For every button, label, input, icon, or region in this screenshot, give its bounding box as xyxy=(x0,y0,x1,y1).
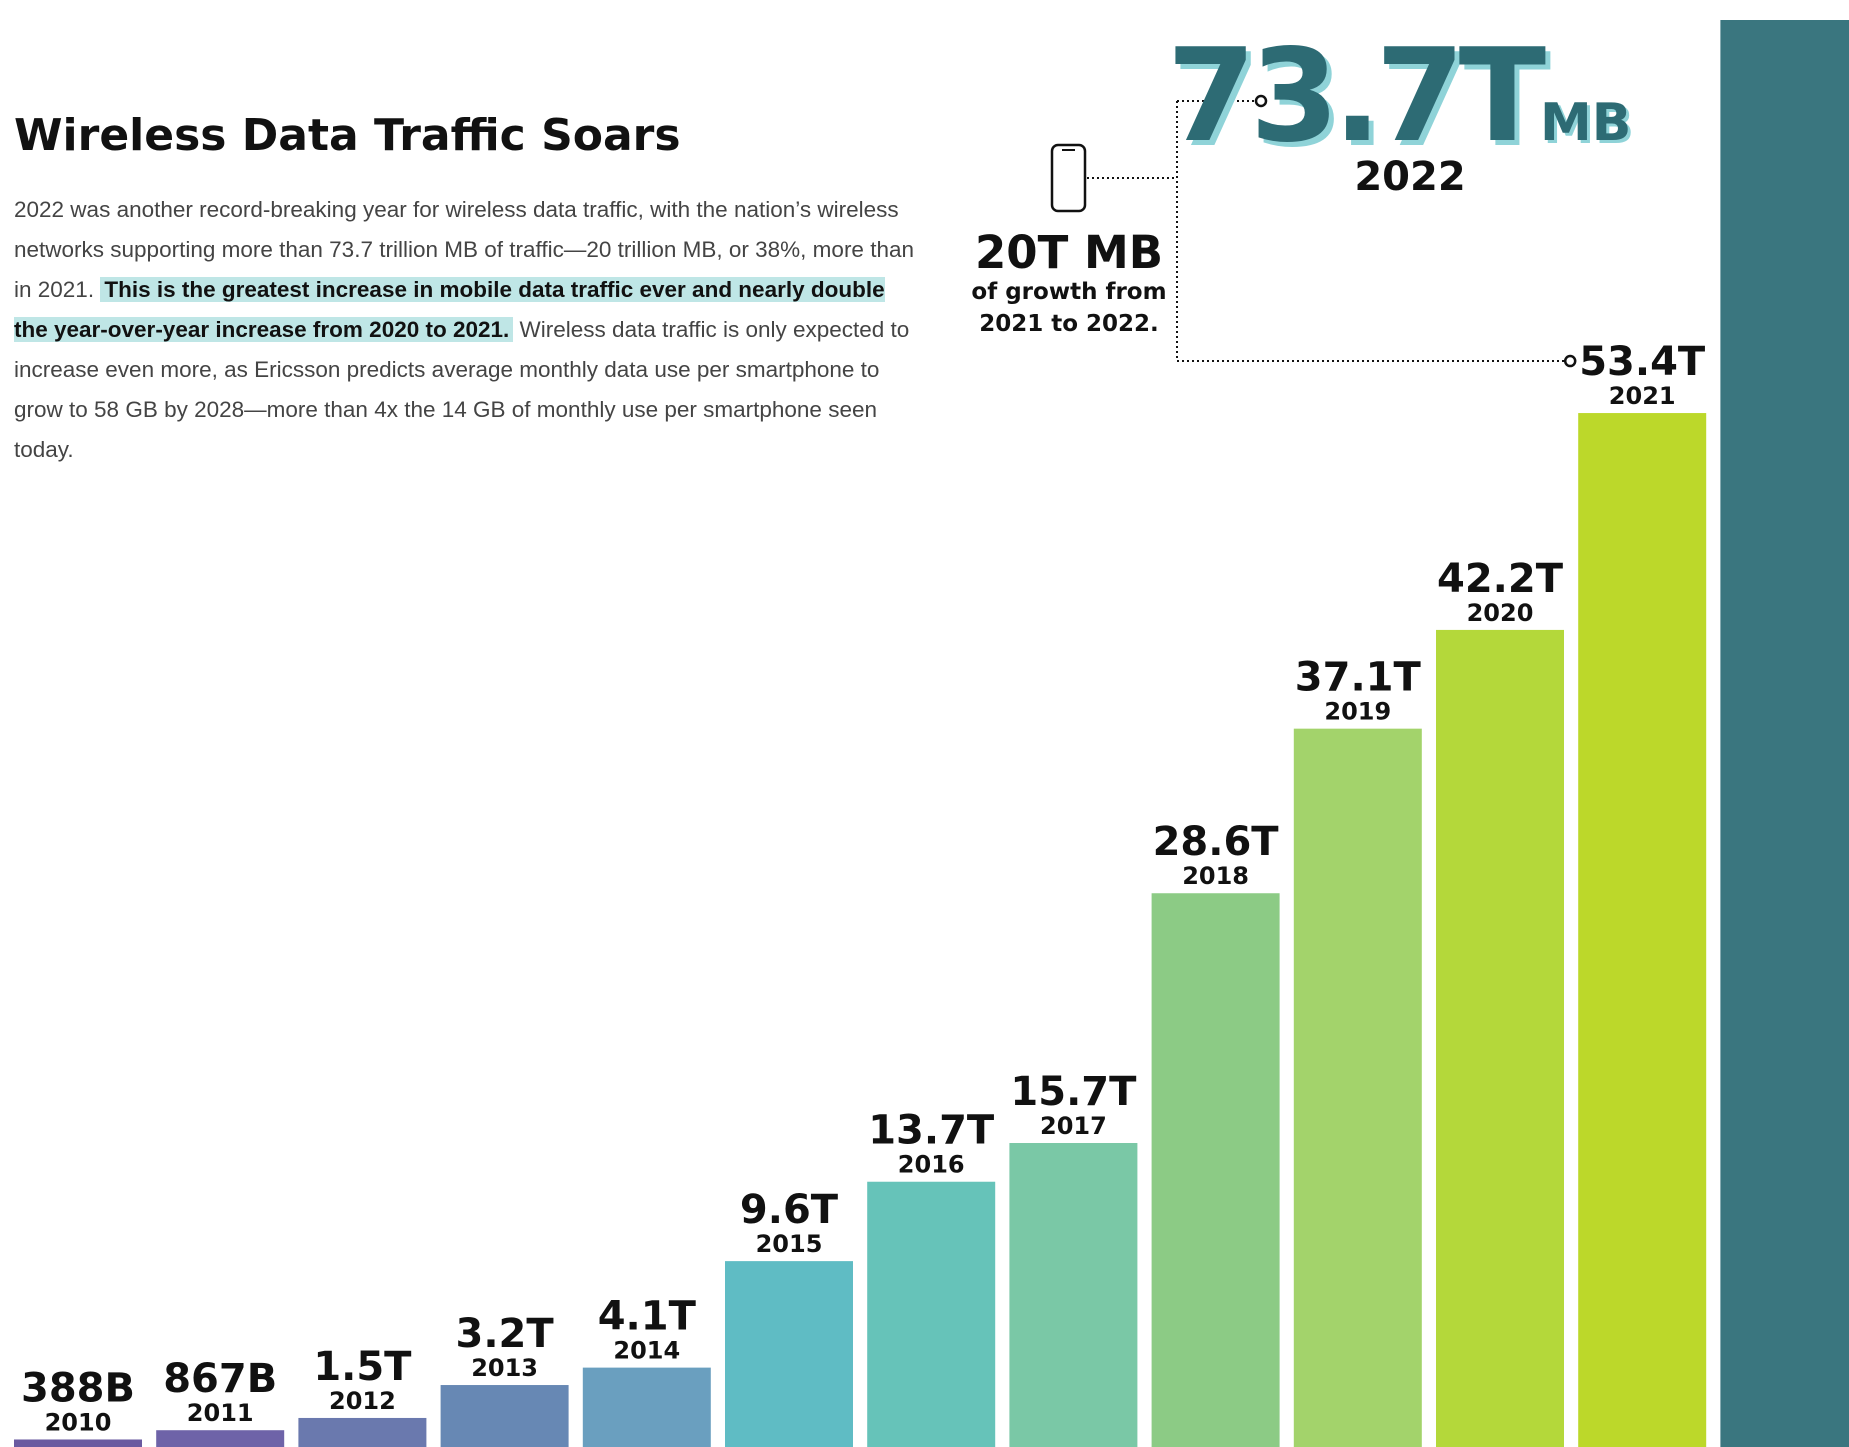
category-label: 2011 xyxy=(187,1399,254,1427)
bar xyxy=(1578,413,1707,1447)
bar xyxy=(1293,728,1422,1447)
connector xyxy=(1087,100,1566,363)
connector-dot xyxy=(1563,354,1577,368)
category-label: 2014 xyxy=(613,1337,680,1365)
phone-icon xyxy=(1050,143,1087,213)
value-label: 15.7T xyxy=(1010,1069,1137,1115)
value-unit: MB xyxy=(1540,93,1631,153)
growth-value: 20T MB xyxy=(975,226,1163,279)
value-label: 867B xyxy=(163,1356,277,1402)
category-label: 2018 xyxy=(1182,862,1249,890)
value-label: 388B xyxy=(21,1365,135,1411)
bar xyxy=(14,1439,142,1447)
growth-note: of growth from xyxy=(971,279,1166,305)
bar xyxy=(298,1417,427,1447)
value-label: 37.1T xyxy=(1295,655,1422,701)
category-label: 2010 xyxy=(45,1408,112,1436)
bar xyxy=(1151,893,1280,1447)
bar xyxy=(1009,1143,1138,1447)
bar xyxy=(156,1430,285,1447)
value-label: 53.4T xyxy=(1579,339,1706,385)
category-label: 2012 xyxy=(329,1387,396,1415)
growth-note: 2021 to 2022. xyxy=(979,311,1159,337)
connector-dot xyxy=(1254,94,1268,108)
value-label: 4.1T xyxy=(598,1294,697,1340)
value-label: 73.7T xyxy=(1167,22,1546,171)
category-label: 2015 xyxy=(756,1230,823,1258)
category-label: 2017 xyxy=(1040,1112,1107,1140)
description-text: 2022 was another record-breaking year fo… xyxy=(14,197,914,302)
category-label: 2013 xyxy=(471,1354,538,1382)
category-label: 2022 xyxy=(1354,154,1465,200)
bar xyxy=(1436,629,1564,1447)
bar xyxy=(725,1261,853,1447)
value-label: 9.6T xyxy=(740,1187,839,1233)
value-label: 13.7T xyxy=(868,1108,995,1154)
category-label: 2020 xyxy=(1467,599,1534,627)
category-label: 2016 xyxy=(898,1151,965,1179)
bar xyxy=(582,1367,711,1447)
bar xyxy=(440,1385,569,1447)
description-text: Wireless data traffic is only expected t… xyxy=(14,317,910,462)
value-label: 28.6T xyxy=(1153,819,1280,865)
category-label: 2021 xyxy=(1609,382,1676,410)
value-label: 1.5T xyxy=(313,1344,412,1390)
value-label: 3.2T xyxy=(456,1311,555,1357)
category-label: 2019 xyxy=(1324,698,1391,726)
bar xyxy=(1720,20,1849,1447)
chart-title: Wireless Data Traffic Soars xyxy=(14,110,681,161)
value-label: 42.2T xyxy=(1437,556,1564,602)
bar xyxy=(867,1181,996,1447)
description: 2022 was another record-breaking year fo… xyxy=(14,190,919,470)
